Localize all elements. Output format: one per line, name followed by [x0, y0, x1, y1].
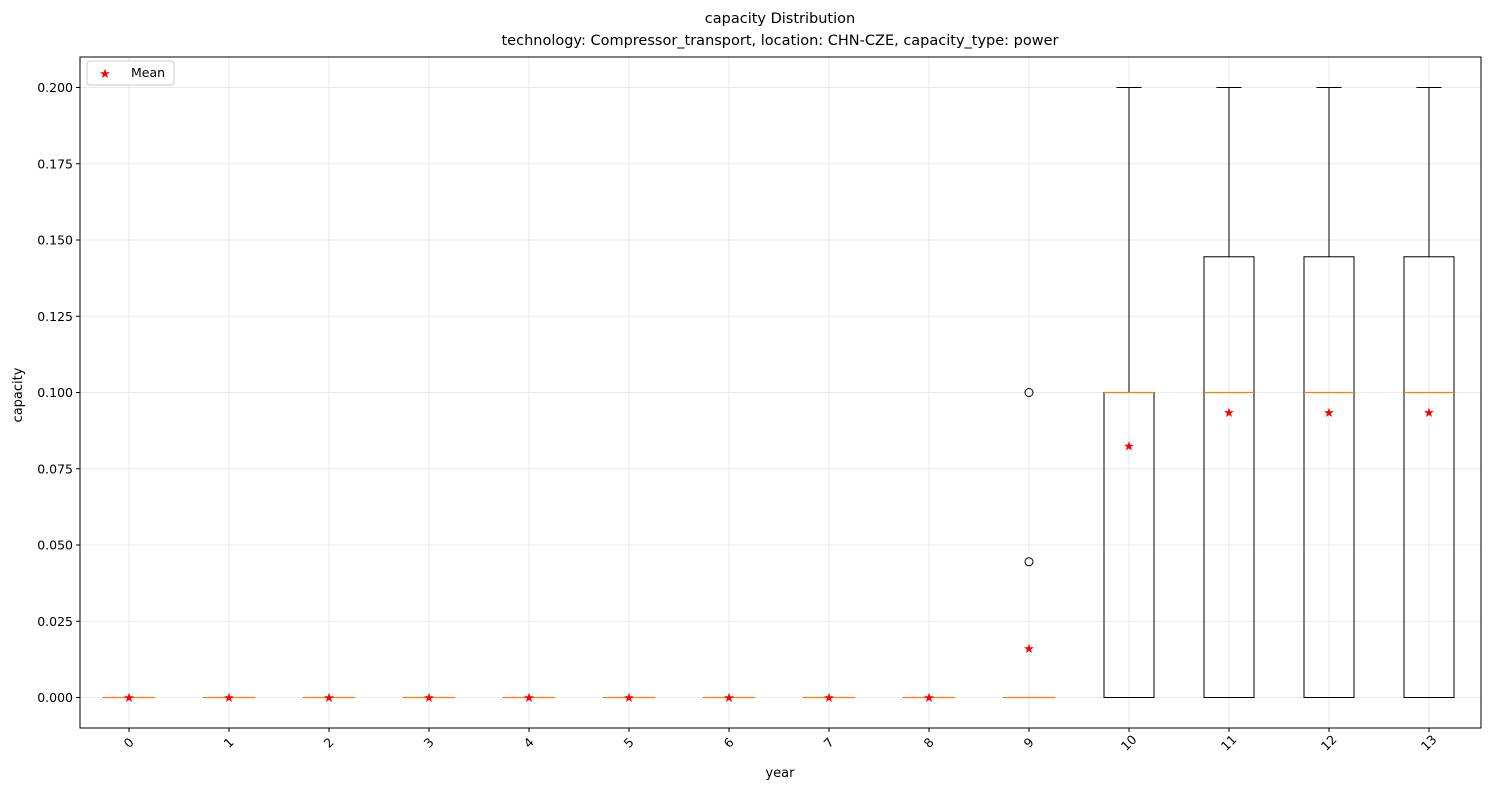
y-tick-label: 0.075	[37, 461, 73, 476]
y-tick-label: 0.100	[37, 385, 73, 400]
mean-marker: ★	[323, 691, 335, 706]
outlier-point	[1024, 388, 1034, 397]
grid	[80, 57, 1481, 728]
mean-marker: ★	[1423, 406, 1435, 421]
legend: ★ Mean	[86, 60, 175, 86]
mean-marker: ★	[423, 691, 435, 706]
legend-mean-label: Mean	[131, 65, 165, 80]
legend-box	[86, 60, 175, 86]
legend-mean-marker: ★	[99, 67, 111, 82]
x-tick-label: 2	[321, 735, 337, 751]
y-tick-label: 0.200	[37, 80, 73, 95]
box-1: ★	[203, 691, 255, 706]
y-axis-label: capacity	[11, 367, 26, 422]
mean-marker: ★	[1023, 642, 1035, 657]
chart-title: capacity Distribution	[705, 11, 855, 27]
mean-marker: ★	[1123, 439, 1135, 454]
box-2: ★	[303, 691, 355, 706]
x-tick-label: 1	[221, 735, 237, 751]
x-axis-label: year	[765, 766, 795, 781]
x-tick-label: 8	[921, 734, 937, 750]
mean-marker: ★	[1323, 406, 1335, 421]
box-body	[1303, 256, 1355, 698]
mean-marker: ★	[123, 691, 135, 706]
mean-marker: ★	[923, 691, 935, 706]
box-8: ★	[903, 691, 955, 706]
x-tick-label: 9	[1021, 734, 1037, 750]
mean-marker: ★	[223, 691, 235, 706]
box-6: ★	[703, 691, 755, 706]
y-tick-label: 0.175	[37, 156, 73, 171]
chart-subtitle: technology: Compressor_transport, locati…	[502, 33, 1059, 49]
x-tick-label: 4	[521, 734, 537, 750]
box-7: ★	[803, 691, 855, 706]
y-tick-label: 0.000	[37, 690, 73, 705]
box-10: ★	[1103, 87, 1155, 698]
mean-marker: ★	[1223, 406, 1235, 421]
box-body	[1403, 256, 1455, 698]
outlier-point	[1024, 557, 1034, 567]
x-tick-label: 7	[821, 735, 837, 751]
y-tick-label: 0.150	[37, 233, 73, 248]
box-9: ★	[1003, 388, 1055, 699]
y-tick-label: 0.050	[37, 538, 73, 553]
mean-marker: ★	[523, 691, 535, 706]
y-tick-label: 0.025	[37, 614, 73, 629]
x-tick-label: 6	[721, 734, 737, 750]
mean-marker: ★	[623, 691, 635, 706]
box-5: ★	[603, 691, 655, 706]
x-tick-label: 3	[421, 735, 437, 751]
x-tick-label: 10	[1118, 732, 1140, 754]
mean-marker: ★	[823, 691, 835, 706]
box-body	[1203, 256, 1255, 698]
box-13: ★	[1403, 87, 1455, 698]
box-12: ★	[1303, 87, 1355, 698]
x-tick-label: 11	[1218, 732, 1240, 754]
plot-area: ★ ★ ★ ★ ★ ★ ★ ★ ★ ★ ★ ★ ★ ★	[103, 87, 1455, 706]
box-3: ★	[403, 691, 455, 706]
box-11: ★	[1203, 87, 1255, 698]
box-0: ★	[103, 691, 155, 706]
x-tick-label: 5	[621, 735, 637, 751]
x-tick-label: 12	[1318, 732, 1340, 754]
y-tick-label: 0.125	[37, 309, 73, 324]
x-tick-label: 13	[1418, 732, 1440, 754]
mean-marker: ★	[723, 691, 735, 706]
box-4: ★	[503, 691, 555, 706]
x-tick-label: 0	[121, 734, 137, 750]
